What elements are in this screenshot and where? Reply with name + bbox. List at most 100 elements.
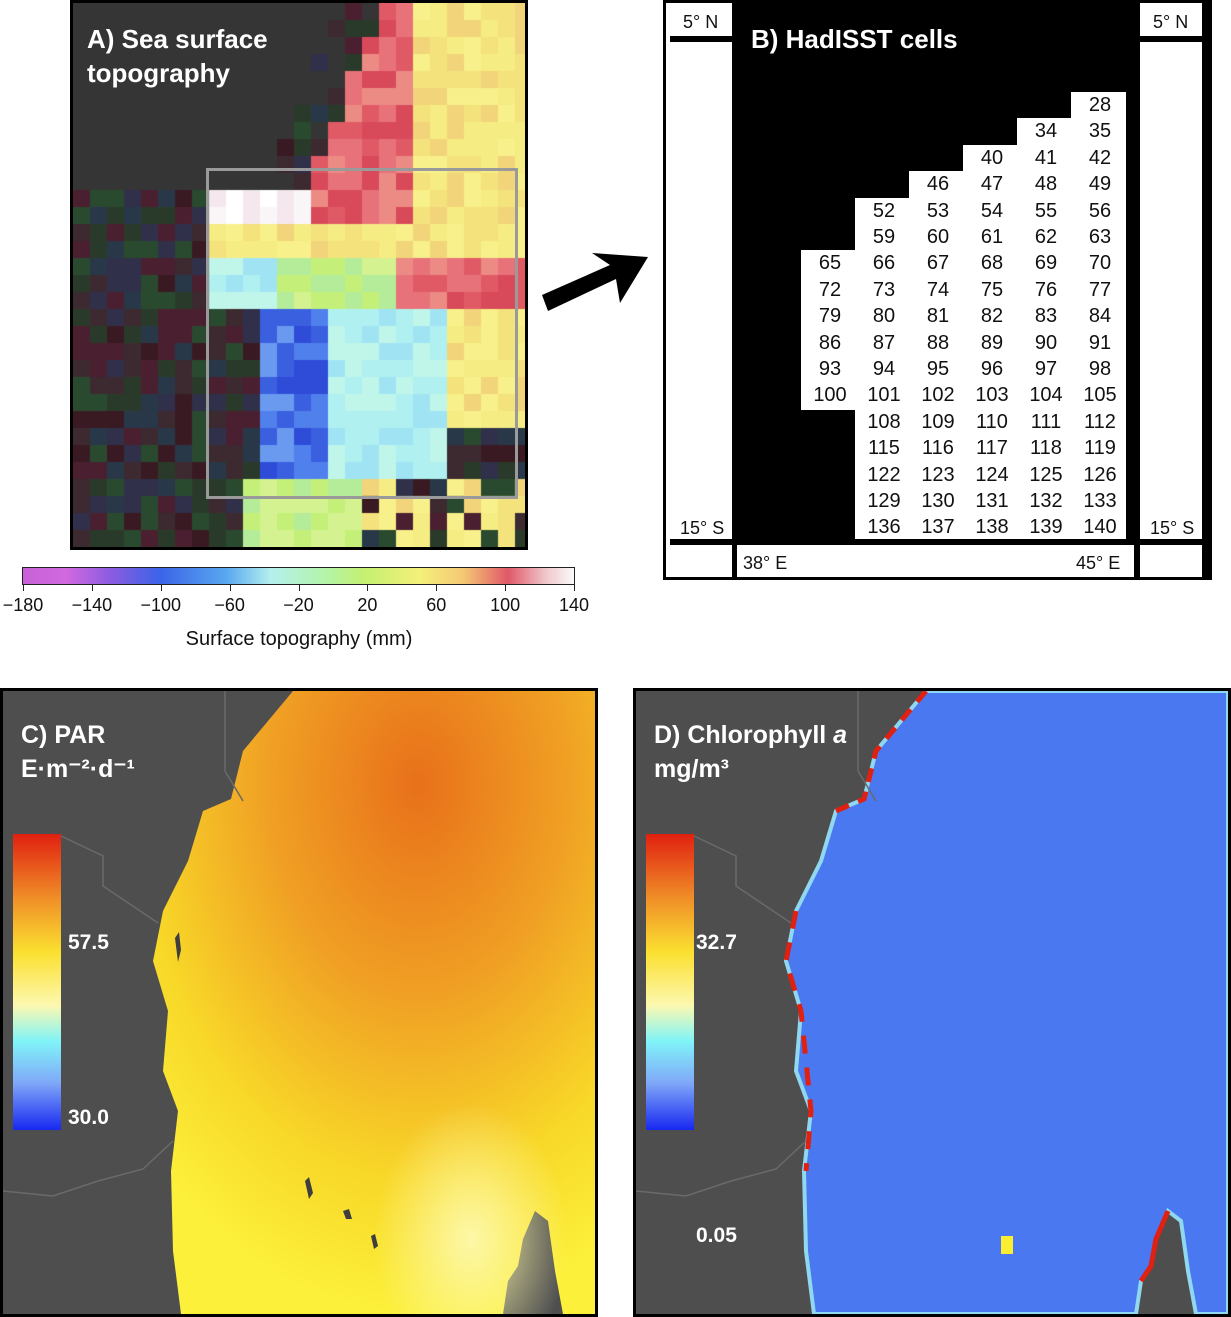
right-frame xyxy=(1202,3,1209,577)
panel-d-unit: mg/m³ xyxy=(654,755,729,783)
cell-background xyxy=(855,276,910,305)
cell-number: 131 xyxy=(975,490,1009,512)
cell-background xyxy=(1071,488,1126,516)
cell-background xyxy=(909,461,964,489)
cell-number: 65 xyxy=(818,252,842,275)
cell-number: 48 xyxy=(1034,173,1058,196)
cell-background xyxy=(963,435,1018,463)
cell-background xyxy=(1017,171,1072,199)
topography-mosaic-map xyxy=(73,3,525,547)
par-map-image xyxy=(3,691,595,1314)
lon-left: 38° E xyxy=(743,553,788,573)
lat-bottom-left: 15° S xyxy=(680,518,725,538)
colorbar-tick-label: 140 xyxy=(558,595,590,615)
selection-rectangle xyxy=(206,168,518,499)
border-line xyxy=(224,691,244,802)
cell-background xyxy=(909,197,964,225)
colorbar-tick xyxy=(574,585,575,591)
colorbar-tick xyxy=(160,585,162,591)
colorbar-label: Surface topography (mm) xyxy=(185,628,413,650)
cell-background xyxy=(1017,488,1072,516)
cell-background xyxy=(909,408,964,437)
cell-background xyxy=(1017,276,1072,305)
colorbar-tick xyxy=(436,585,438,591)
cell-background xyxy=(963,144,1018,173)
colorbar-tick xyxy=(229,585,231,591)
cell-number: 63 xyxy=(1088,226,1112,248)
cell-number: 59 xyxy=(872,226,896,248)
panel-b-hadisst-cells: 5° N 15° S 28 34 35 40 41 42 46 47 48 49 52 53 54 55 5… xyxy=(663,0,1212,580)
cell-number: 110 xyxy=(976,410,1008,433)
cell-background xyxy=(801,356,856,384)
right-bottom-rule xyxy=(1140,539,1202,545)
cell-background xyxy=(801,329,856,357)
cell-number: 67 xyxy=(926,252,950,275)
colorbar-tick-label: −100 xyxy=(140,595,182,615)
island-highlight xyxy=(1001,1236,1013,1254)
cell-background xyxy=(1071,461,1126,489)
cell-background xyxy=(1071,171,1126,199)
cell-number: 79 xyxy=(818,305,842,328)
cell-background xyxy=(1017,224,1072,252)
cell-number: 56 xyxy=(1088,199,1112,222)
cell-background xyxy=(1017,144,1072,173)
cell-number: 84 xyxy=(1088,305,1112,328)
cell-background xyxy=(855,514,910,542)
colorbar-tick xyxy=(367,585,369,591)
topography-colorbar xyxy=(22,567,575,585)
cell-number: 137 xyxy=(921,516,955,539)
cell-number: 91 xyxy=(1088,331,1112,354)
chlorophyll-colorbar-min-label: 0.05 xyxy=(696,1224,737,1247)
cell-number: 140 xyxy=(1083,516,1117,539)
cell-number: 93 xyxy=(818,358,842,380)
right-top-rule xyxy=(1140,36,1202,42)
cell-number: 47 xyxy=(980,173,1004,196)
cell-background xyxy=(963,224,1018,252)
cell-background xyxy=(963,382,1018,410)
panel-c-title: C) PAR xyxy=(21,721,106,749)
colorbar-tick-label: 60 xyxy=(426,595,447,615)
cell-number: 40 xyxy=(980,146,1004,169)
colorbar-tick-label: 20 xyxy=(357,595,378,615)
cell-number: 95 xyxy=(926,358,950,380)
cell-background xyxy=(855,250,910,278)
cell-number: 138 xyxy=(975,516,1009,539)
cell-number: 82 xyxy=(980,305,1004,328)
cell-background xyxy=(963,514,1018,542)
cell-number: 55 xyxy=(1034,199,1058,222)
chlorophyll-colorbar xyxy=(646,834,694,1130)
cell-background xyxy=(909,329,964,357)
cell-background xyxy=(909,250,964,278)
border-line xyxy=(3,1140,174,1197)
cell-background xyxy=(1071,435,1126,463)
panel-d-title-italic: a xyxy=(833,721,848,749)
cell-number: 115 xyxy=(868,437,900,460)
panel-c-unit: E·m⁻²·d⁻¹ xyxy=(21,755,135,783)
cell-background xyxy=(909,435,964,463)
cell-number: 77 xyxy=(1088,278,1112,301)
cell-number: 88 xyxy=(926,331,950,354)
cell-number: 69 xyxy=(1034,252,1058,275)
cell-background xyxy=(909,382,964,410)
cell-background xyxy=(1017,118,1072,146)
cell-background xyxy=(963,356,1018,384)
cell-number: 94 xyxy=(872,358,896,380)
colorbar-tick xyxy=(505,585,507,591)
border-line xyxy=(857,691,877,802)
cell-background xyxy=(1071,118,1126,146)
cell-number: 72 xyxy=(818,278,842,301)
cell-number: 111 xyxy=(1030,410,1062,433)
cell-background xyxy=(1017,514,1072,542)
cell-number: 86 xyxy=(818,331,842,354)
cell-number: 73 xyxy=(872,278,896,301)
cell-background xyxy=(1071,303,1126,331)
cell-background xyxy=(1017,303,1072,331)
panel-a-title-line2: topography xyxy=(87,58,230,88)
cell-number: 122 xyxy=(867,463,901,486)
cell-number: 41 xyxy=(1034,146,1058,169)
cell-number: 109 xyxy=(921,410,955,433)
cell-number: 125 xyxy=(1029,463,1063,486)
lat-bottom-right: 15° S xyxy=(1150,518,1195,538)
cell-number: 126 xyxy=(1083,463,1117,486)
cell-number: 89 xyxy=(980,331,1004,354)
